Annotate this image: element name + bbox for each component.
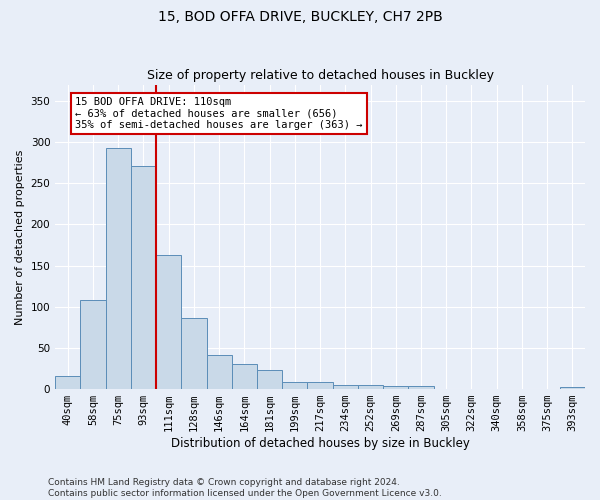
Bar [131,166,156,389]
Bar [232,364,257,389]
Bar [106,148,131,389]
Bar [156,255,181,389]
Bar [55,376,80,389]
Text: Contains HM Land Registry data © Crown copyright and database right 2024.
Contai: Contains HM Land Registry data © Crown c… [48,478,442,498]
Bar [282,382,307,389]
Bar [383,386,409,389]
Text: 15, BOD OFFA DRIVE, BUCKLEY, CH7 2PB: 15, BOD OFFA DRIVE, BUCKLEY, CH7 2PB [158,10,442,24]
Title: Size of property relative to detached houses in Buckley: Size of property relative to detached ho… [146,69,494,82]
Bar [409,386,434,389]
Bar [307,382,332,389]
Bar [80,300,106,389]
Bar [257,370,282,389]
Bar [560,386,585,389]
Bar [206,356,232,389]
Bar [181,318,206,389]
Y-axis label: Number of detached properties: Number of detached properties [15,149,25,324]
Bar [332,385,358,389]
Text: 15 BOD OFFA DRIVE: 110sqm
← 63% of detached houses are smaller (656)
35% of semi: 15 BOD OFFA DRIVE: 110sqm ← 63% of detac… [76,97,363,130]
Bar [358,385,383,389]
X-axis label: Distribution of detached houses by size in Buckley: Distribution of detached houses by size … [170,437,470,450]
